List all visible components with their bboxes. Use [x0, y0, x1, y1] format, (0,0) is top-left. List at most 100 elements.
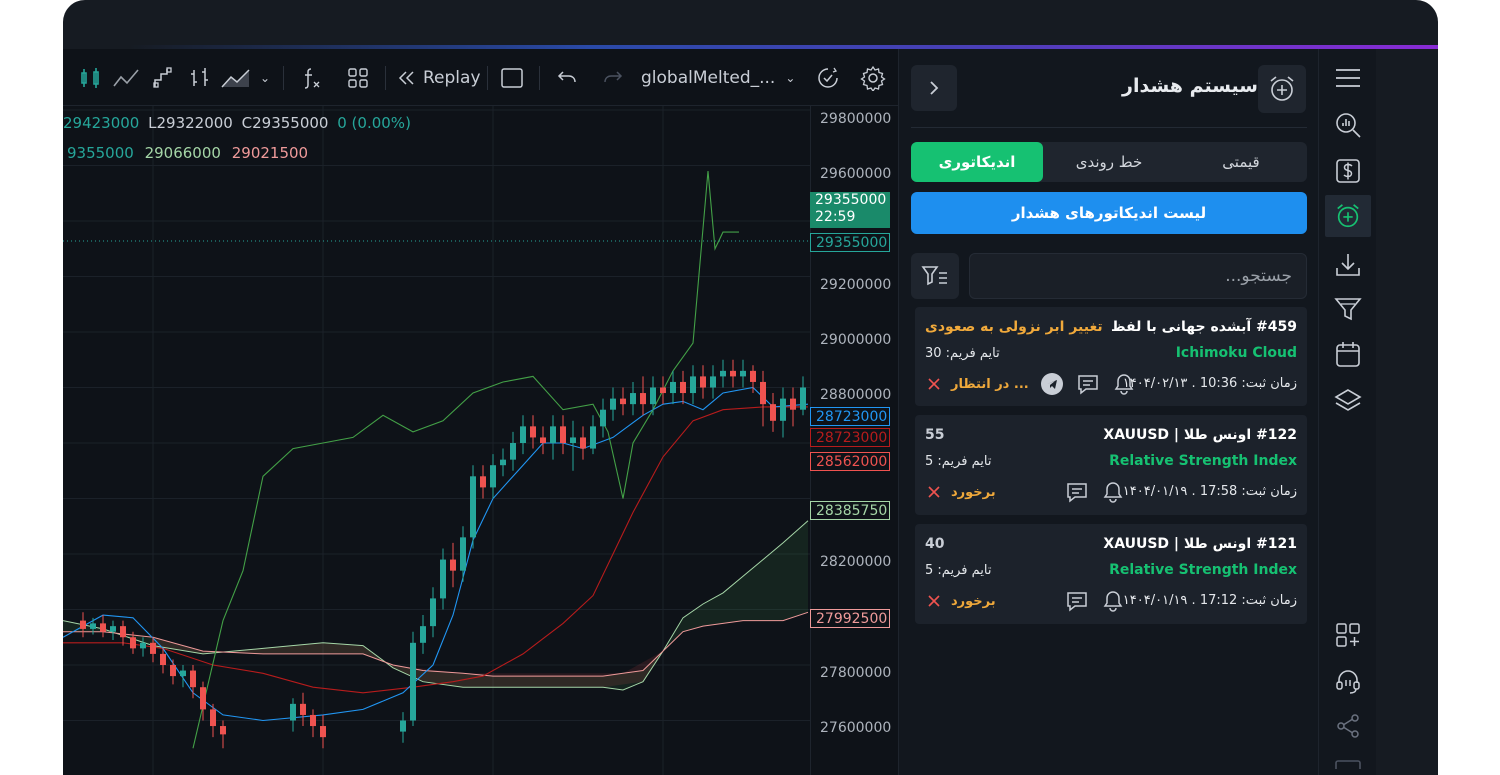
candle-body	[140, 642, 146, 649]
calendar-icon[interactable]	[1325, 333, 1371, 375]
undo-icon[interactable]	[555, 64, 579, 92]
delete-icon[interactable]	[925, 377, 943, 391]
indicator-value-1: 9355000	[67, 144, 134, 162]
last-price-badge: 29355000 22:59	[810, 192, 890, 228]
tab-indicator[interactable]: اندیکاتوری	[911, 142, 1043, 182]
candle-body	[100, 623, 106, 632]
delete-icon[interactable]	[925, 485, 943, 499]
collapse-panel-button[interactable]	[911, 65, 957, 111]
candle-body	[740, 370, 746, 377]
ohlc-low: L29322000	[148, 114, 233, 132]
indicator-alerts-list-button[interactable]: لیست اندیکاتورهای هشدار	[911, 192, 1307, 234]
candle-body	[400, 720, 406, 732]
candle-body	[680, 381, 686, 394]
add-widget-icon[interactable]	[1325, 614, 1371, 656]
price-chart[interactable]: 29423000 L29322000 C29355000 0 (0.00%) 9…	[63, 106, 898, 775]
candle-body	[700, 376, 706, 388]
candle-body	[520, 426, 526, 443]
candle-body	[460, 537, 466, 571]
alert-created-time: زمان ثبت: 10:36 . ۱۴۰۴/۰۲/۱۳	[1122, 376, 1297, 391]
close-red-label: 28562000	[810, 452, 890, 471]
price-tick: 28800000	[820, 387, 892, 403]
candle-body	[670, 381, 676, 394]
quick-search-icon[interactable]	[815, 64, 841, 92]
layers-icon[interactable]	[1325, 379, 1371, 421]
replay-label: Replay	[423, 68, 481, 88]
chart-canvas[interactable]	[63, 106, 898, 775]
alert-actions: برخورد	[925, 588, 1124, 614]
alarm-add-icon[interactable]	[1325, 195, 1371, 237]
chevron-down-icon: ⌄	[785, 71, 796, 85]
alert-status: 55	[925, 427, 945, 443]
alert-card[interactable]: #459 آبشده جهانی با لفظ تغییر ابر نزولی ب…	[915, 307, 1307, 406]
panel-divider	[911, 127, 1307, 128]
bar-type-icon[interactable]	[187, 64, 213, 92]
download-icon[interactable]	[1325, 244, 1371, 286]
redo-icon[interactable]	[601, 64, 625, 92]
price-tick: 28200000	[820, 554, 892, 570]
analysis-icon[interactable]	[1325, 104, 1371, 146]
tab-trendline[interactable]: خط روندی	[1075, 153, 1143, 171]
candle-body	[560, 426, 566, 443]
filter-button[interactable]	[911, 253, 959, 299]
candle-body	[470, 476, 476, 538]
filter-icon[interactable]	[1325, 288, 1371, 330]
search-input[interactable]	[969, 253, 1307, 299]
candle-body	[300, 703, 306, 715]
candle-body	[130, 637, 136, 649]
alert-timeframe: تایم فریم: 30	[925, 346, 1000, 361]
delete-icon[interactable]	[925, 594, 943, 608]
app-screen: ⌄ Replay gl	[63, 49, 1376, 775]
more-icon[interactable]	[1325, 755, 1371, 775]
candle-body	[530, 426, 536, 438]
support-icon[interactable]	[1325, 660, 1371, 702]
share-icon[interactable]	[1325, 705, 1371, 747]
alert-card[interactable]: #121 اونس طلا | XAUUSD 40 Relative Strengt…	[915, 524, 1307, 624]
dollar-icon[interactable]	[1325, 150, 1371, 192]
layout-grid-icon[interactable]	[345, 64, 371, 92]
tab-price[interactable]: قیمتی	[1222, 153, 1260, 171]
comment-icon[interactable]	[1066, 481, 1088, 503]
span-b-line	[63, 611, 809, 677]
last-price-value: 29355000	[815, 192, 887, 208]
comment-icon[interactable]	[1077, 373, 1099, 395]
candle-body	[120, 626, 126, 638]
menu-icon[interactable]	[1325, 57, 1371, 99]
settings-gear-icon[interactable]	[859, 64, 887, 92]
span-a-label: 28385750	[810, 501, 890, 520]
replay-button[interactable]: Replay	[397, 64, 483, 92]
bell-icon[interactable]	[1113, 373, 1135, 395]
span-b-label: 27992500	[810, 609, 890, 628]
alert-timeframe: تایم فریم: 5	[925, 454, 992, 469]
alert-card[interactable]: #122 اونس طلا | XAUUSD 55 Relative Strengt…	[915, 415, 1307, 515]
candle-body	[640, 393, 646, 405]
ohlc-open: 29423000	[63, 114, 140, 132]
area-chart-icon[interactable]	[219, 64, 253, 92]
bell-icon[interactable]	[1102, 481, 1124, 503]
ichimoku-cloud	[63, 520, 808, 690]
candle-body	[730, 370, 736, 377]
cloud-fill-bear	[153, 637, 663, 688]
toolbar-divider	[283, 66, 284, 90]
alert-created-time: زمان ثبت: 17:12 . ۱۴۰۴/۰۱/۱۹	[1122, 593, 1297, 608]
bell-icon[interactable]	[1102, 590, 1124, 612]
fullscreen-icon[interactable]	[499, 64, 525, 92]
line-chart-icon[interactable]	[111, 64, 141, 92]
telegram-icon[interactable]	[1040, 373, 1063, 395]
chevron-down-icon[interactable]: ⌄	[259, 71, 271, 85]
layout-name-select[interactable]: globalMelted_... ⌄	[641, 64, 795, 92]
candle-body	[630, 393, 636, 405]
candle-body	[420, 626, 426, 643]
candle-body	[210, 709, 216, 727]
candle-body	[430, 598, 436, 627]
candles-icon[interactable]	[77, 64, 105, 92]
alert-indicator: Relative Strength Index	[1109, 562, 1297, 578]
candle-body	[710, 376, 716, 388]
step-chart-icon[interactable]	[151, 64, 177, 92]
candle-body	[590, 426, 596, 449]
comment-icon[interactable]	[1066, 590, 1088, 612]
alert-state: برخورد	[951, 593, 996, 609]
frame-glow	[129, 45, 1438, 49]
candle-body	[660, 387, 666, 394]
indicators-fx-icon[interactable]	[299, 64, 325, 92]
